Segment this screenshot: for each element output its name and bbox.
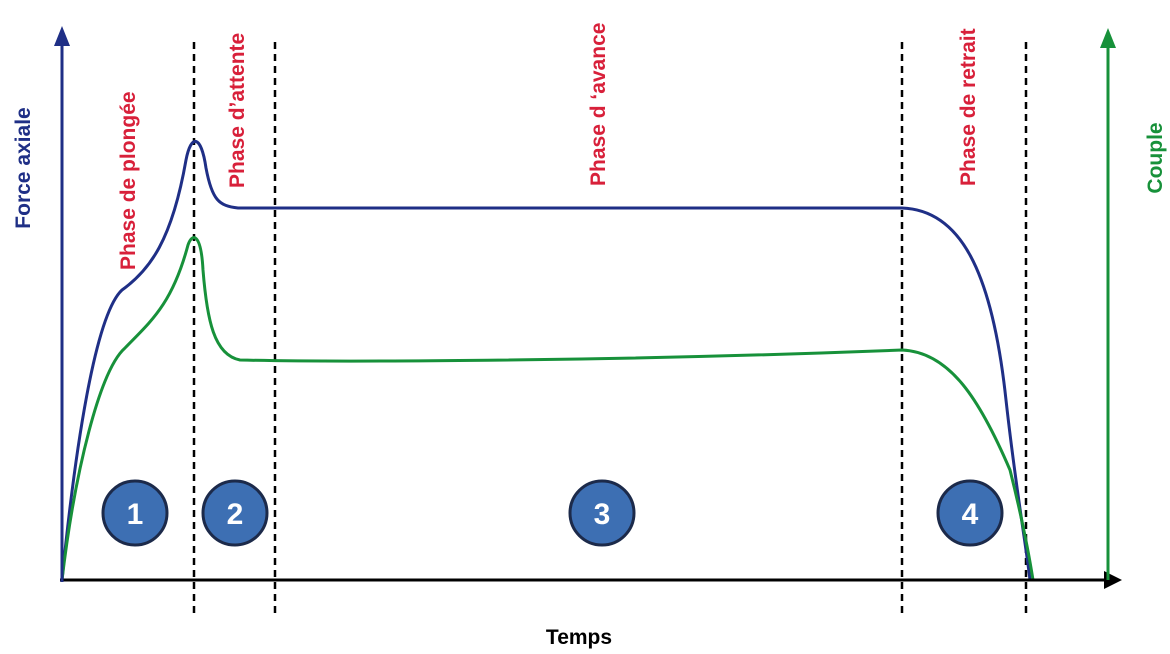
- phase-label-advance: Phase d ‘avance: [587, 23, 610, 186]
- torque-curve: [60, 236, 1035, 581]
- phase-number-markers: 1 2 3 4: [101, 479, 1004, 547]
- axes: [54, 26, 1122, 589]
- phase-marker-circle: [101, 479, 169, 547]
- phase-marker-4: 4: [936, 479, 1004, 547]
- phase-separators: [192, 42, 1028, 618]
- phase-marker-3: 3: [568, 479, 636, 547]
- phase-marker-circle: [936, 479, 1004, 547]
- phase-marker-circle: [201, 479, 269, 547]
- right-y-axis-arrowhead: [1100, 28, 1116, 48]
- phase-label-retract: Phase de retrait: [957, 28, 980, 186]
- phase-marker-circle: [568, 479, 636, 547]
- phase-marker-2: 2: [201, 479, 269, 547]
- phase-labels: Phase de plongée Phase d’attente Phase d…: [117, 23, 980, 270]
- phase-label-plunge: Phase de plongée: [117, 91, 140, 270]
- axial-force-curve: [60, 139, 1032, 581]
- phase-label-dwell: Phase d’attente: [226, 33, 249, 188]
- phase-marker-number: 1: [127, 498, 144, 531]
- x-axis-label: Temps: [546, 626, 612, 649]
- phase-marker-1: 1: [101, 479, 169, 547]
- phase-marker-number: 4: [962, 498, 979, 531]
- left-y-axis-label: Force axiale: [12, 107, 35, 228]
- left-y-axis-arrowhead: [54, 26, 70, 46]
- right-y-axis-label: Couple: [1144, 122, 1167, 193]
- phase-marker-number: 2: [227, 498, 244, 531]
- phase-marker-number: 3: [594, 498, 611, 531]
